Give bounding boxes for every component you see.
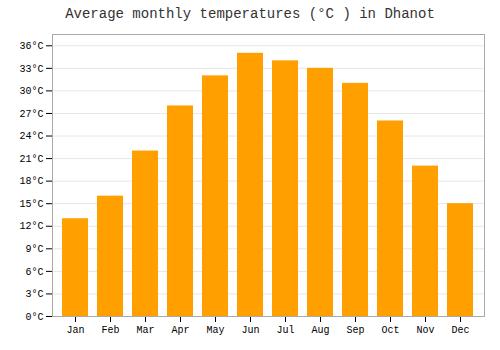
svg-text:21°C: 21°C <box>19 154 43 165</box>
svg-text:0°C: 0°C <box>25 312 43 323</box>
svg-text:15°C: 15°C <box>19 199 43 210</box>
svg-text:Jun: Jun <box>241 325 259 336</box>
svg-text:27°C: 27°C <box>19 109 43 120</box>
svg-text:Aug: Aug <box>311 325 329 336</box>
svg-text:Mar: Mar <box>136 325 154 336</box>
svg-text:36°C: 36°C <box>19 41 43 52</box>
svg-text:Oct: Oct <box>381 325 399 336</box>
svg-text:3°C: 3°C <box>25 289 43 300</box>
svg-text:Apr: Apr <box>171 325 189 336</box>
svg-text:9°C: 9°C <box>25 244 43 255</box>
svg-text:Feb: Feb <box>101 325 119 336</box>
svg-text:May: May <box>206 325 224 336</box>
svg-text:6°C: 6°C <box>25 267 43 278</box>
svg-text:Nov: Nov <box>416 325 434 336</box>
svg-text:33°C: 33°C <box>19 64 43 75</box>
svg-text:30°C: 30°C <box>19 86 43 97</box>
svg-text:12°C: 12°C <box>19 221 43 232</box>
svg-text:Dec: Dec <box>451 325 469 336</box>
svg-text:Jul: Jul <box>276 325 294 336</box>
svg-text:18°C: 18°C <box>19 176 43 187</box>
svg-text:Jan: Jan <box>66 325 84 336</box>
svg-text:Sep: Sep <box>346 325 364 336</box>
svg-text:24°C: 24°C <box>19 131 43 142</box>
html-text:Average monthly temperatures (: Average monthly temperatures (°C ) in Dh… <box>65 6 435 22</box>
